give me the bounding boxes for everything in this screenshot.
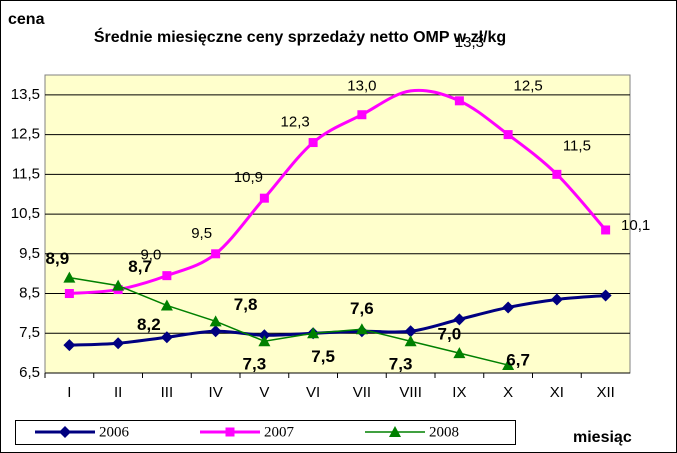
marker bbox=[160, 299, 173, 311]
x-tick-label: II bbox=[114, 384, 122, 401]
legend-marker bbox=[225, 427, 235, 437]
legend bbox=[15, 420, 516, 445]
x-tick-label: X bbox=[503, 384, 513, 401]
data-label: 9,0 bbox=[140, 247, 161, 264]
marker bbox=[599, 289, 612, 302]
marker bbox=[503, 130, 513, 140]
marker bbox=[454, 96, 464, 106]
y-tick-label: 12,5 bbox=[11, 126, 40, 143]
data-label: 11,5 bbox=[563, 137, 591, 154]
legend-label: 2008 bbox=[429, 424, 459, 440]
marker bbox=[258, 335, 271, 347]
data-label: 9,5 bbox=[191, 225, 212, 242]
data-label: 7,5 bbox=[311, 347, 335, 366]
marker bbox=[160, 331, 173, 344]
marker bbox=[404, 325, 417, 338]
data-label: 8,9 bbox=[46, 249, 70, 268]
legend-label: 2007 bbox=[264, 424, 295, 440]
y-tick-label: 8,5 bbox=[19, 285, 40, 302]
legend-label: 2006 bbox=[99, 424, 130, 440]
data-label: 13,3 bbox=[455, 34, 484, 51]
marker bbox=[453, 347, 466, 359]
marker bbox=[112, 279, 125, 291]
data-label: 7,0 bbox=[438, 325, 462, 344]
marker bbox=[404, 335, 417, 347]
x-tick-label: IX bbox=[452, 384, 466, 401]
x-tick-label: VI bbox=[306, 384, 320, 401]
plot-area bbox=[44, 74, 631, 374]
data-label: 10,1 bbox=[621, 217, 650, 234]
chart-title: Średnie miesięczne ceny sprzedaży netto … bbox=[93, 29, 507, 46]
marker bbox=[63, 271, 76, 283]
marker bbox=[211, 249, 221, 259]
marker bbox=[601, 225, 611, 235]
y-axis-label: cena bbox=[8, 11, 45, 28]
marker bbox=[259, 193, 269, 203]
marker bbox=[502, 301, 515, 314]
marker bbox=[112, 337, 125, 350]
data-label: 7,6 bbox=[350, 299, 374, 318]
marker bbox=[453, 313, 466, 326]
marker bbox=[552, 169, 562, 179]
marker bbox=[209, 325, 222, 338]
data-label: 7,8 bbox=[234, 295, 258, 314]
y-tick-label: 10,5 bbox=[11, 205, 40, 222]
x-tick-label: VIII bbox=[399, 384, 422, 401]
marker bbox=[63, 339, 76, 352]
data-label: 6,7 bbox=[506, 351, 530, 370]
x-tick-label: V bbox=[259, 384, 269, 401]
marker bbox=[308, 138, 318, 148]
data-label: 7,3 bbox=[243, 355, 267, 374]
y-tick-label: 11,5 bbox=[12, 165, 40, 182]
legend-marker bbox=[389, 426, 401, 437]
data-label: 8,7 bbox=[128, 257, 152, 276]
data-label: 12,5 bbox=[514, 78, 543, 95]
y-tick-label: 13,5 bbox=[11, 86, 40, 103]
x-tick-label: I bbox=[67, 384, 71, 401]
marker bbox=[209, 315, 222, 327]
data-label: 12,3 bbox=[281, 114, 310, 131]
x-tick-label: IV bbox=[209, 384, 223, 401]
x-tick-label: XII bbox=[596, 384, 614, 401]
marker bbox=[64, 289, 74, 299]
marker bbox=[307, 327, 320, 339]
legend-marker bbox=[59, 426, 71, 438]
x-tick-label: III bbox=[161, 384, 174, 401]
data-label: 10,9 bbox=[234, 169, 263, 186]
y-tick-label: 9,5 bbox=[19, 245, 40, 262]
marker bbox=[357, 110, 367, 120]
data-label: 7,3 bbox=[389, 355, 413, 374]
series-line bbox=[69, 276, 509, 366]
marker bbox=[162, 271, 172, 281]
y-tick-label: 6,5 bbox=[19, 364, 40, 381]
x-tick-label: XI bbox=[550, 384, 564, 401]
marker bbox=[502, 359, 515, 371]
marker bbox=[355, 323, 368, 335]
marker bbox=[550, 293, 563, 306]
data-label: 8,2 bbox=[137, 315, 161, 334]
y-tick-label: 7,5 bbox=[19, 324, 40, 341]
x-tick-label: VII bbox=[353, 384, 371, 401]
x-axis-label: miesiąc bbox=[573, 429, 632, 446]
data-label: 13,0 bbox=[347, 78, 376, 95]
